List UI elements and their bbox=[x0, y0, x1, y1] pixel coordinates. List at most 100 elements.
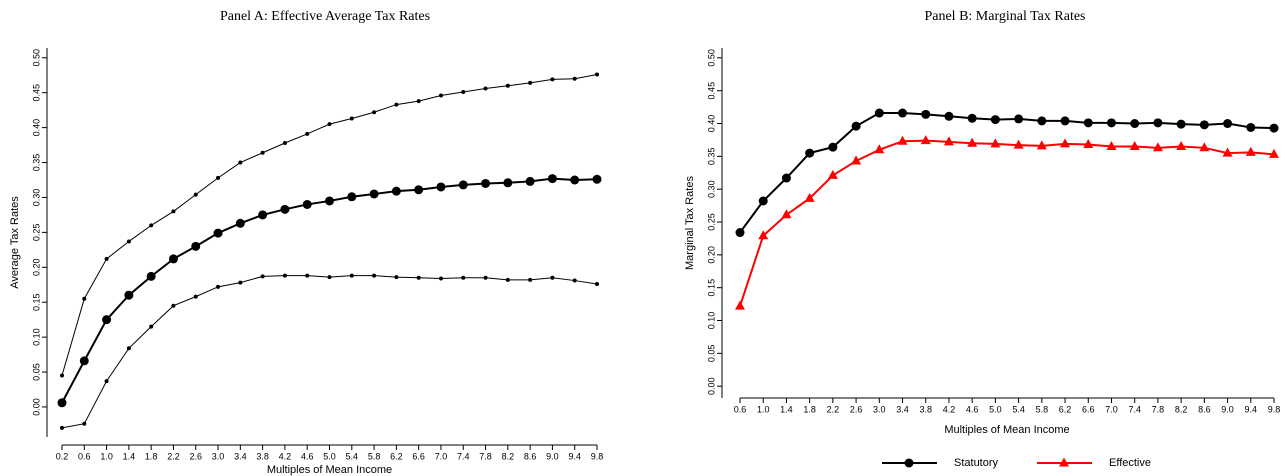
marker bbox=[528, 80, 533, 85]
marker bbox=[920, 135, 931, 145]
marker bbox=[146, 271, 156, 281]
marker bbox=[461, 89, 466, 94]
marker bbox=[874, 108, 884, 118]
marker bbox=[595, 72, 599, 77]
x-tick-label: 5.4 bbox=[1012, 404, 1025, 414]
marker bbox=[805, 148, 815, 158]
x-tick-label: 1.0 bbox=[757, 404, 770, 414]
marker bbox=[414, 185, 424, 195]
marker bbox=[595, 282, 599, 287]
marker bbox=[171, 303, 176, 308]
chart-title: Panel A: Effective Average Tax Rates bbox=[220, 9, 430, 24]
marker bbox=[897, 135, 908, 145]
x-tick-label: 8.2 bbox=[1175, 404, 1188, 414]
marker bbox=[438, 93, 443, 98]
marker bbox=[1037, 116, 1047, 126]
y-tick-label: 0.50 bbox=[706, 49, 716, 67]
x-tick-label: 8.6 bbox=[1198, 404, 1211, 414]
x-tick-label: 3.8 bbox=[256, 451, 269, 461]
series-line bbox=[61, 275, 598, 429]
y-tick-label: 0.20 bbox=[706, 246, 716, 264]
marker bbox=[1245, 146, 1256, 156]
marker bbox=[851, 155, 862, 165]
marker bbox=[394, 275, 399, 280]
x-tick-label: 7.4 bbox=[1128, 404, 1141, 414]
x-tick-label: 1.4 bbox=[123, 451, 136, 461]
marker bbox=[216, 284, 221, 289]
x-tick-label: 5.8 bbox=[1036, 404, 1049, 414]
marker bbox=[1222, 147, 1233, 157]
marker bbox=[874, 144, 885, 154]
y-tick-label: 0.10 bbox=[706, 312, 716, 330]
y-tick-label: 0.15 bbox=[706, 279, 716, 297]
x-tick-label: 1.8 bbox=[145, 451, 158, 461]
marker bbox=[735, 300, 745, 310]
marker bbox=[302, 199, 312, 209]
x-tick-label: 0.6 bbox=[734, 404, 747, 414]
marker bbox=[1129, 140, 1140, 150]
y-tick-label: 0.15 bbox=[31, 293, 41, 311]
y-tick-label: 0.35 bbox=[31, 154, 41, 172]
marker bbox=[525, 176, 535, 186]
marker bbox=[1060, 138, 1071, 148]
marker bbox=[943, 136, 954, 146]
marker bbox=[258, 210, 268, 220]
x-tick-label: 2.2 bbox=[827, 404, 840, 414]
x-tick-label: 9.8 bbox=[591, 451, 604, 461]
marker bbox=[372, 110, 377, 115]
marker bbox=[191, 241, 201, 251]
marker bbox=[149, 223, 154, 228]
marker bbox=[483, 86, 488, 91]
marker bbox=[1036, 140, 1047, 150]
y-tick-label: 0.05 bbox=[706, 345, 716, 363]
marker bbox=[416, 99, 421, 104]
x-tick-label: 9.8 bbox=[1268, 404, 1281, 414]
marker bbox=[1152, 142, 1163, 152]
x-tick-label: 5.8 bbox=[368, 451, 381, 461]
marker bbox=[305, 273, 310, 278]
marker bbox=[570, 175, 580, 185]
x-tick-label: 2.6 bbox=[189, 451, 202, 461]
x-tick-label: 7.8 bbox=[479, 451, 492, 461]
x-tick-label: 8.6 bbox=[524, 451, 537, 461]
y-tick-label: 0.05 bbox=[31, 363, 41, 381]
y-tick-label: 0.35 bbox=[706, 148, 716, 166]
x-axis-title: Multiples of Mean Income bbox=[944, 424, 1069, 436]
marker bbox=[57, 398, 67, 408]
marker bbox=[349, 273, 354, 278]
marker bbox=[1269, 123, 1279, 133]
x-tick-label: 1.8 bbox=[803, 404, 816, 414]
marker bbox=[213, 228, 223, 238]
marker bbox=[990, 138, 1001, 148]
chart-title: Panel B: Marginal Tax Rates bbox=[924, 9, 1085, 24]
x-tick-label: 5.0 bbox=[323, 451, 336, 461]
marker bbox=[483, 275, 488, 280]
marker bbox=[193, 294, 198, 299]
marker bbox=[391, 186, 401, 196]
x-tick-label: 9.4 bbox=[1245, 404, 1258, 414]
marker bbox=[349, 116, 354, 121]
y-tick-label: 0.10 bbox=[31, 328, 41, 346]
marker bbox=[804, 192, 815, 202]
marker bbox=[438, 276, 443, 281]
x-tick-label: 6.6 bbox=[412, 451, 425, 461]
marker bbox=[260, 274, 265, 279]
y-tick-label: 0.25 bbox=[31, 224, 41, 242]
marker bbox=[126, 239, 131, 244]
y-tick-label: 0.45 bbox=[706, 82, 716, 100]
y-tick-label: 0.20 bbox=[31, 259, 41, 277]
marker bbox=[547, 174, 557, 184]
x-tick-label: 4.2 bbox=[279, 451, 292, 461]
series-line bbox=[739, 112, 1275, 234]
marker bbox=[990, 115, 1000, 125]
marker bbox=[1153, 118, 1163, 128]
marker bbox=[60, 425, 64, 430]
marker bbox=[921, 109, 931, 119]
marker bbox=[327, 122, 332, 127]
y-axis-title: Average Tax Rates bbox=[9, 196, 21, 289]
x-tick-label: 1.0 bbox=[100, 451, 113, 461]
marker bbox=[1083, 139, 1094, 149]
marker bbox=[481, 178, 491, 188]
